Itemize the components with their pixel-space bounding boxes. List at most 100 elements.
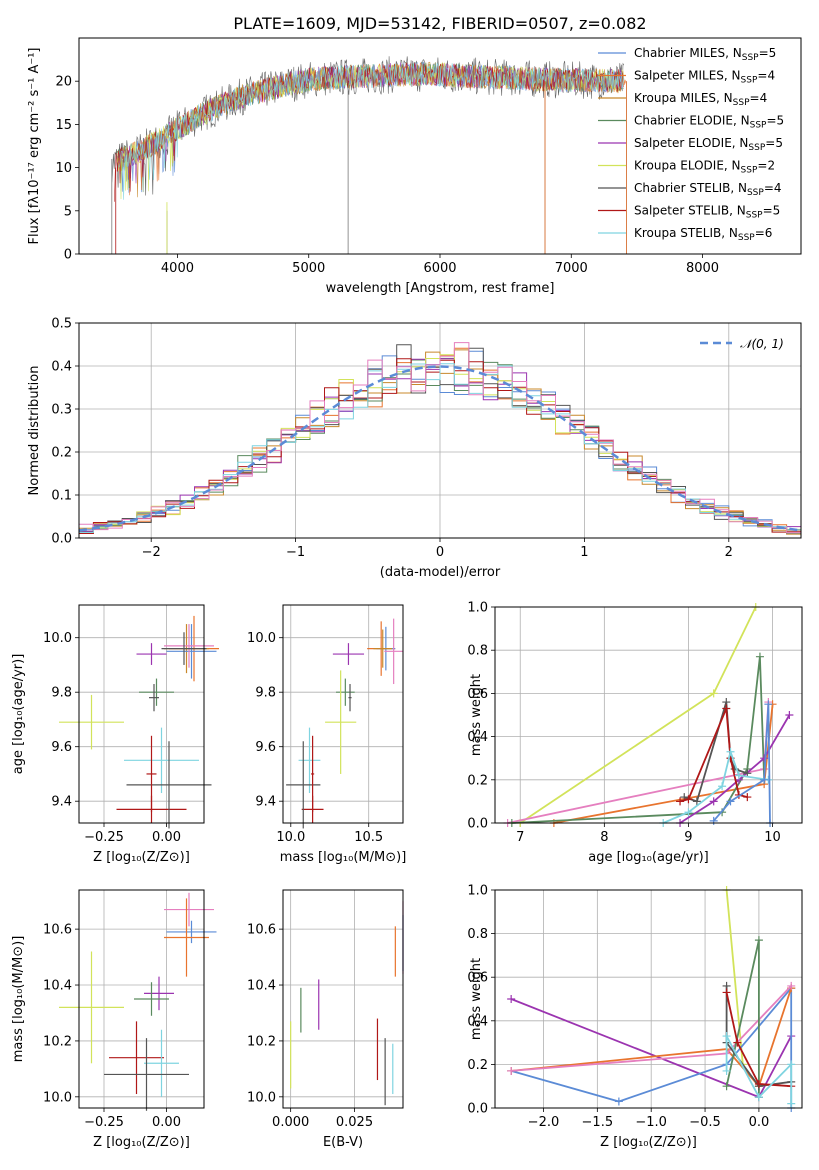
- x-tick-label: 0: [436, 545, 444, 560]
- weight-marker: [722, 1032, 731, 1041]
- legend-entry: Kroupa MILES, NSSP=4: [634, 91, 767, 108]
- x-axis-label: E(B-V): [323, 1135, 363, 1150]
- axes-frame: [78, 604, 205, 824]
- x-tick-label: 1: [580, 545, 588, 560]
- legend-entry: Kroupa STELIB, NSSP=6: [634, 226, 772, 243]
- x-tick-label: −2.0: [528, 1115, 560, 1130]
- y-tick-label: 10.4: [43, 979, 72, 994]
- x-tick-label: −0.5: [689, 1115, 721, 1130]
- x-tick-label: 10.5: [354, 830, 383, 845]
- normal-curve: [78, 365, 802, 532]
- weight-marker: [785, 711, 794, 719]
- weight-marker: [754, 1093, 763, 1102]
- massweight-vs-z-axes: −2.0 −1.5 −1.0 −0.5 0.0 0.0 0.2 0.4 0.6 0.8 1.0 Z […: [467, 884, 803, 1150]
- y-axis-label: Flux [fλ10⁻¹⁷ erg cm⁻² s⁻¹ A⁻¹]: [27, 48, 42, 245]
- x-tick-label: 6000: [423, 261, 456, 276]
- weight-marker: [709, 816, 718, 825]
- y-tick-label: 0.2: [51, 446, 72, 461]
- y-tick-label: 0.4: [467, 1014, 488, 1029]
- x-tick-label: 8000: [686, 261, 719, 276]
- x-tick-label: 0.00: [152, 830, 181, 845]
- axes-frame: [494, 889, 803, 1109]
- y-tick-label: 0.8: [467, 927, 488, 942]
- weight-marker: [755, 652, 764, 661]
- x-tick-label: 5000: [292, 261, 325, 276]
- weight-marker: [787, 1060, 796, 1069]
- y-tick-label: 10.0: [43, 631, 72, 646]
- x-tick-label: 2: [725, 545, 733, 560]
- legend-entry: Salpeter ELODIE, NSSP=5: [634, 136, 783, 153]
- weight-series-chabrier_stelib: [725, 985, 792, 1088]
- weight-marker: [614, 1097, 623, 1106]
- x-tick-label: 7: [516, 830, 524, 845]
- x-tick-label: 0.0: [749, 1115, 770, 1130]
- weight-series-kroupa_stelib: [662, 748, 769, 824]
- x-axis-label: (data-model)/error: [380, 565, 501, 580]
- y-tick-label: 0.1: [51, 489, 72, 504]
- x-tick-label: 10.0: [276, 830, 305, 845]
- legend-entry: Salpeter MILES, NSSP=4: [634, 69, 775, 86]
- weight-marker: [709, 797, 718, 806]
- x-tick-label: 9: [684, 830, 692, 845]
- weight-marker: [722, 988, 731, 997]
- spectrum-series-kroupa_stelib: [119, 62, 625, 200]
- y-tick-label: 10.0: [247, 1090, 276, 1105]
- y-tick-label: 9.6: [51, 740, 72, 755]
- x-tick-label: −1: [286, 545, 305, 560]
- y-tick-label: 0.2: [467, 1058, 488, 1073]
- y-tick-label: 9.8: [51, 686, 72, 701]
- y-tick-label: 9.8: [255, 686, 276, 701]
- y-axis-label: mass weight: [469, 958, 484, 1040]
- weight-marker: [676, 797, 685, 806]
- weight-marker: [726, 747, 735, 756]
- mass-vs-ebv-axes: 0.000 0.025 10.0 10.2 10.4 10.6 E(B-V): [247, 889, 404, 1150]
- weight-marker: [507, 995, 516, 1003]
- y-tick-label: 10.2: [43, 1034, 72, 1049]
- weight-marker: [684, 808, 693, 817]
- x-tick-label: 0.025: [336, 1115, 373, 1130]
- x-tick-label: −2: [142, 545, 161, 560]
- weight-marker: [787, 1099, 796, 1108]
- residual-histogram-axes: −2 −1 0 1 2 0.0 0.1 0.2 0.3 0.4 0.5 (data-model)/er…: [27, 317, 802, 580]
- y-tick-label: 10.2: [247, 1034, 276, 1049]
- weight-marker: [754, 936, 763, 945]
- weight-marker: [684, 795, 693, 804]
- y-tick-label: 0.0: [467, 1102, 488, 1117]
- mass-vs-z-axes: −0.25 0.00 10.0 10.2 10.4 10.6 Z [log₁₀(Z/Z⊙)]…: [11, 889, 217, 1150]
- y-axis-label: mass [log₁₀(M/M⊙)]: [11, 936, 26, 1063]
- x-tick-label: −1.5: [582, 1115, 614, 1130]
- weight-series-salpeter_stelib: [679, 708, 748, 803]
- y-tick-label: 0.8: [467, 644, 488, 659]
- y-tick-label: 10.6: [247, 923, 276, 938]
- weight-marker: [692, 797, 701, 806]
- axes-frame: [78, 322, 802, 539]
- y-tick-label: 0.0: [51, 532, 72, 547]
- x-axis-label: age [log₁₀(age/yr)]: [588, 850, 709, 865]
- y-tick-label: 1.0: [467, 601, 488, 616]
- age-vs-mass-axes: 10.0 10.5 9.4 9.6 9.8 10.0 mass [log₁₀(M/M⊙)]: [247, 604, 406, 865]
- x-tick-label: 10: [764, 830, 781, 845]
- y-axis-label: Normed distribution: [27, 366, 42, 496]
- y-tick-label: 10.6: [43, 923, 72, 938]
- weight-marker: [718, 782, 727, 791]
- y-tick-label: 1.0: [467, 884, 488, 899]
- weight-marker: [760, 754, 769, 763]
- y-tick-label: 10.0: [247, 631, 276, 646]
- weight-marker: [764, 700, 773, 709]
- legend-entry: Salpeter STELIB, NSSP=5: [634, 204, 780, 221]
- y-tick-label: 9.6: [255, 740, 276, 755]
- x-tick-label: 7000: [555, 261, 588, 276]
- y-tick-label: 9.4: [255, 795, 276, 810]
- figure-title: PLATE=1609, MJD=53142, FIBERID=0507, z=0…: [233, 14, 646, 33]
- spectrum-axes: 4000 5000 6000 7000 8000 0 5 10 15 20 wavelength […: [27, 37, 802, 296]
- y-tick-label: 0.5: [51, 317, 72, 332]
- weight-marker: [726, 797, 735, 806]
- y-tick-label: 20: [55, 75, 72, 90]
- y-axis-label: age [log₁₀(age/yr)]: [11, 654, 26, 775]
- y-tick-label: 0.0: [467, 817, 488, 832]
- weight-marker: [754, 1080, 763, 1089]
- weight-marker: [722, 1066, 731, 1075]
- weight-marker: [733, 1038, 742, 1047]
- weight-series-kroupa_elodie: [519, 606, 757, 824]
